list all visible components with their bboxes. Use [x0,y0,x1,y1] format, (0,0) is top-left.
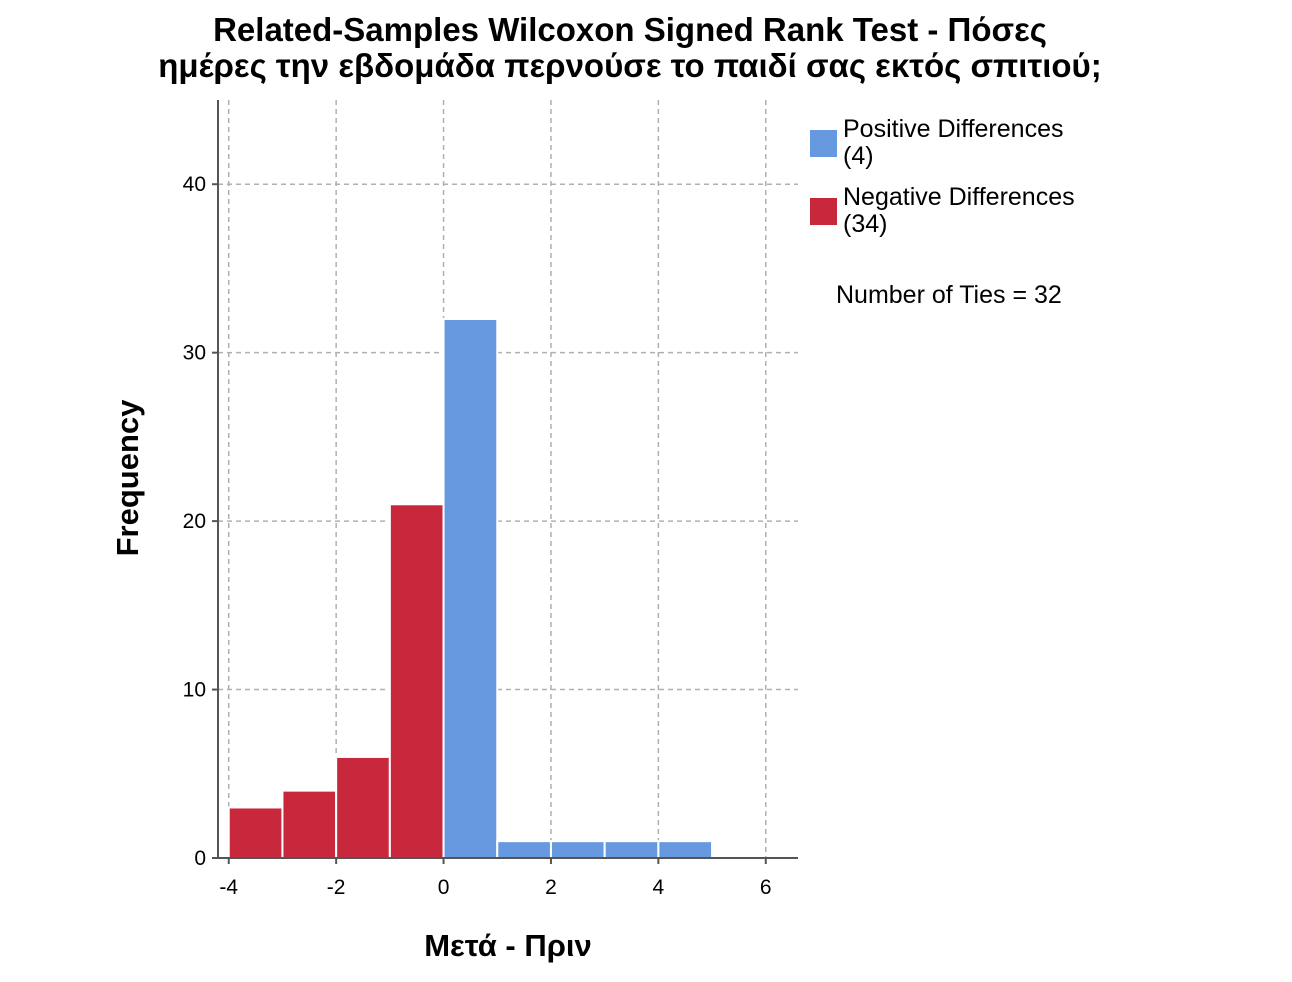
legend-swatch-positive [810,130,837,157]
bar-positive [603,840,660,860]
y-tick-label: 0 [194,847,206,870]
legend-count-positive: (4) [843,142,874,170]
bar-negative [335,755,391,860]
legend: Positive Differences (4) Negative Differ… [810,116,1075,252]
bar-negative [227,806,284,860]
legend-label-positive: Positive Differences [843,115,1064,143]
bar-positive [657,840,714,860]
x-tick-label: 4 [653,876,665,899]
x-tick-label: -4 [219,876,238,899]
y-tick-label: 40 [183,173,206,196]
legend-label-negative: Negative Differences [843,183,1075,211]
ties-annotation: Number of Ties = 32 [836,281,1062,309]
axes [217,100,798,859]
chart-title-line-1: Related-Samples Wilcoxon Signed Rank Tes… [213,11,1047,48]
bar-positive [442,317,499,859]
grid-lines [218,100,798,858]
chart-title-line-2: ημέρες την εβδομάδα περνούσε το παιδί σα… [158,47,1102,84]
legend-swatch-negative [810,198,837,225]
y-tick-label: 20 [183,510,206,533]
legend-count-negative: (34) [843,210,888,238]
x-tick-label: 2 [545,876,557,899]
bar-negative [388,503,445,859]
y-tick-label: 30 [183,342,206,365]
bars [227,317,714,860]
bar-positive [549,840,606,860]
x-tick-label: -2 [327,876,346,899]
legend-item-positive: Positive Differences (4) [810,116,1075,170]
bar-negative [281,789,338,859]
y-tick-label: 10 [183,679,206,702]
y-axis-label: Frequency [110,399,145,557]
x-tick-label: 0 [438,876,450,899]
tick-labels: 0 10 20 30 40 -4 -2 0 2 4 6 [183,173,772,899]
chart-title: Related-Samples Wilcoxon Signed Rank Tes… [40,12,1220,84]
bar-positive [496,840,552,860]
x-axis-label: Μετά - Πριν [424,928,592,963]
x-tick-label: 6 [760,876,772,899]
legend-item-negative: Negative Differences (34) [810,184,1075,238]
